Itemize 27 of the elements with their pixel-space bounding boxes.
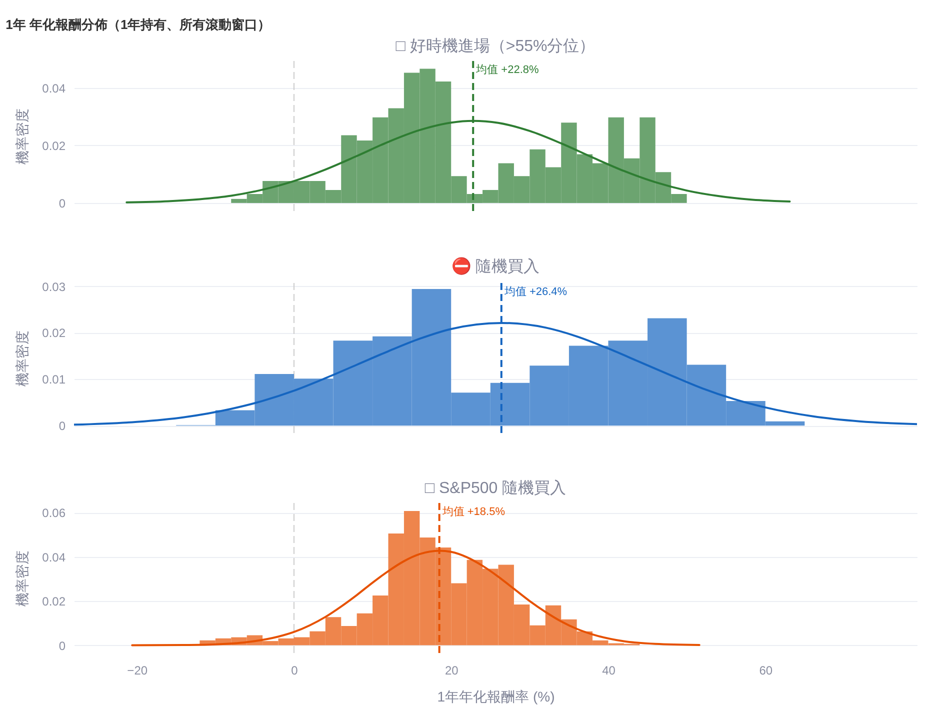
ref-line-label: 均值 +22.8% — [475, 64, 539, 76]
y-tick-label: 0.02 — [42, 594, 66, 609]
y-tick-label: 0 — [58, 638, 66, 653]
x-tick-label: −20 — [127, 664, 148, 678]
ref-line-label: 均值 +26.4% — [503, 286, 568, 298]
y-tick-label: 0.03 — [42, 280, 66, 294]
x-tick-label: 40 — [602, 664, 616, 678]
x-tick-label: 0 — [291, 664, 298, 678]
y-tick-label: 0.02 — [42, 138, 66, 153]
y-tick-label: 0.02 — [42, 326, 66, 340]
ref-line-label: 均值 +18.5% — [441, 506, 506, 518]
y-axis-title: 機率密度 — [14, 330, 30, 386]
chart-title: ⛔ 隨機買入 — [451, 256, 540, 276]
chart-title: 1年 年化報酬分佈（1年持有、所有滾動窗口） — [6, 17, 271, 32]
y-tick-label: 0.04 — [42, 550, 66, 564]
y-tick-label: 0 — [58, 196, 66, 210]
y-tick-label: 0 — [58, 419, 66, 434]
x-tick-label: 20 — [444, 664, 459, 678]
y-tick-label: 0.06 — [42, 506, 66, 520]
x-axis-title: 1年年化報酬率 (%) — [437, 688, 555, 704]
y-axis-title: 機率密度 — [14, 108, 30, 164]
chart-subtitle: □ 好時機進場（>55%分位） — [396, 37, 596, 55]
y-tick-label: 0.04 — [42, 81, 66, 96]
y-tick-label: 0.01 — [42, 372, 66, 387]
chart-title: □ S&P500 隨機買入 — [424, 479, 566, 497]
x-tick-label: 60 — [759, 664, 773, 678]
y-axis-title: 機率密度 — [14, 550, 30, 606]
